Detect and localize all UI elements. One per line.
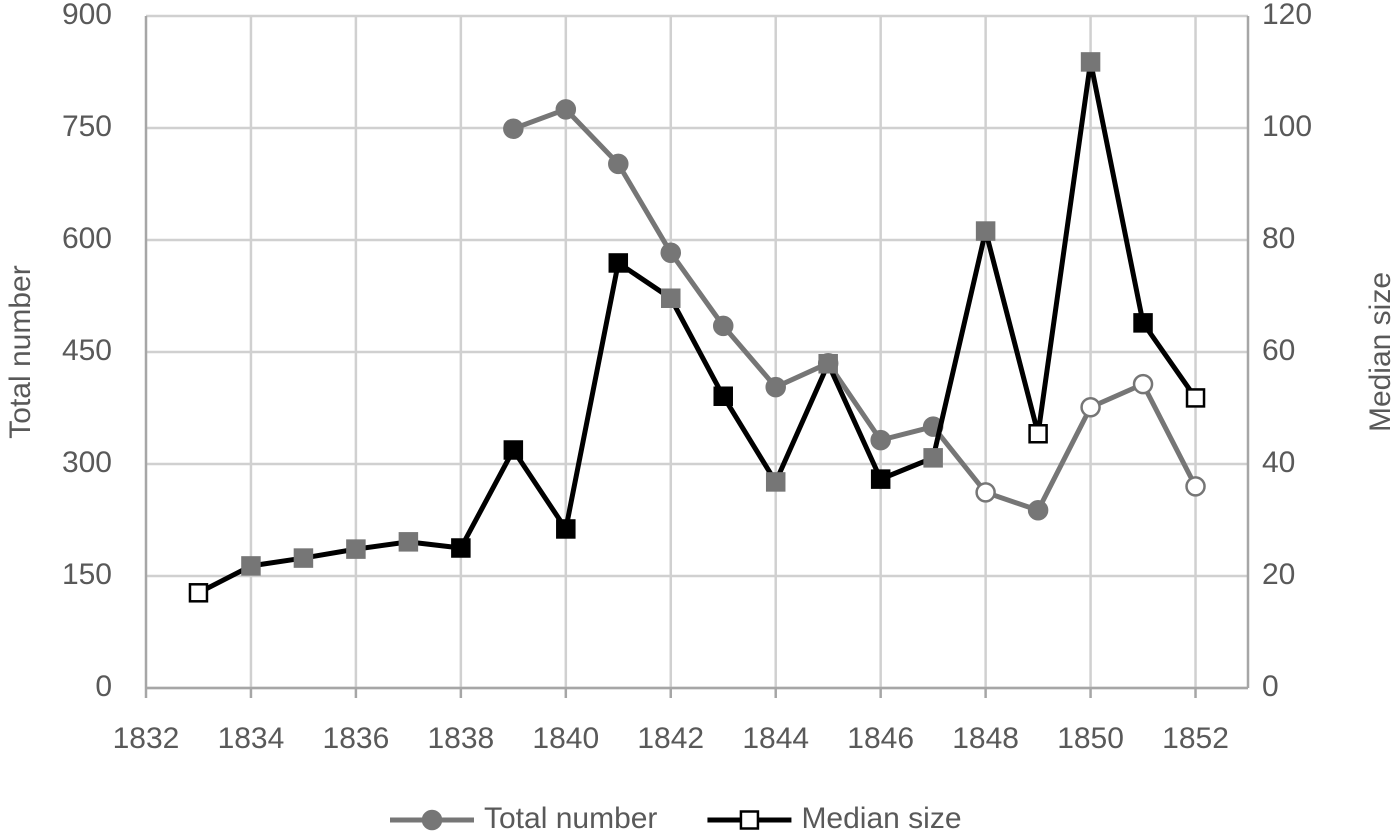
data-point [608,253,629,273]
x-tick-label: 1842 [637,722,704,755]
data-point [975,482,996,503]
data-point [555,99,577,120]
y2-tick-label: 0 [1262,670,1279,703]
data-point [713,386,733,406]
data-point [503,118,524,139]
x-tick-label: 1852 [1162,722,1229,755]
x-tick-label: 1848 [952,722,1019,755]
data-point [765,376,786,398]
y2-tick-label: 60 [1262,334,1295,367]
y-tick-label: 600 [62,222,112,255]
x-tick-label: 1846 [847,722,914,755]
y-axis-label: Total number [4,265,37,438]
data-point [1080,397,1101,418]
data-point [870,429,891,451]
legend-label: Total number [484,802,657,835]
y-tick-label: 900 [62,0,112,31]
data-point [188,583,209,603]
legend-marker [739,810,760,830]
data-point [1185,476,1206,497]
data-point [765,472,786,492]
x-tick-label: 1838 [427,722,494,755]
data-point [503,440,524,460]
data-point [1185,388,1206,408]
data-point [346,539,366,559]
data-point [1133,313,1153,333]
x-tick-label: 1844 [742,722,809,755]
data-point [923,448,943,468]
y-tick-label: 300 [62,446,112,479]
x-tick-label: 1834 [218,722,285,755]
legend-label: Median size [801,802,961,835]
series-line [512,106,1198,513]
y-tick-label: 0 [95,670,112,703]
legend-marker [421,809,443,831]
x-tick-label: 1850 [1057,722,1124,755]
y-tick-label: 750 [62,110,112,143]
y-tick-label: 150 [62,558,112,591]
data-point [608,153,629,175]
y2-tick-label: 20 [1262,558,1295,591]
data-point [1080,52,1101,72]
data-point [1027,500,1049,521]
data-point [1028,424,1048,444]
data-point [556,519,576,539]
data-point [1132,373,1154,395]
y2-axis-label: Median size [1364,272,1397,432]
y-tick-label: 450 [62,334,112,367]
data-point [241,556,261,576]
data-point [712,315,734,337]
x-tick-label: 1836 [323,722,390,755]
y2-tick-label: 120 [1262,0,1312,31]
data-point [870,469,891,489]
data-point [398,532,419,552]
data-point [975,221,996,241]
data-point [451,538,471,558]
y2-tick-label: 100 [1262,110,1312,143]
y2-tick-label: 40 [1262,446,1295,479]
data-point [660,242,682,263]
data-point [293,548,314,568]
x-tick-label: 1840 [532,722,599,755]
y2-tick-label: 80 [1262,222,1295,255]
data-point [818,354,838,374]
x-tick-label: 1832 [113,722,180,755]
data-point [661,288,681,308]
